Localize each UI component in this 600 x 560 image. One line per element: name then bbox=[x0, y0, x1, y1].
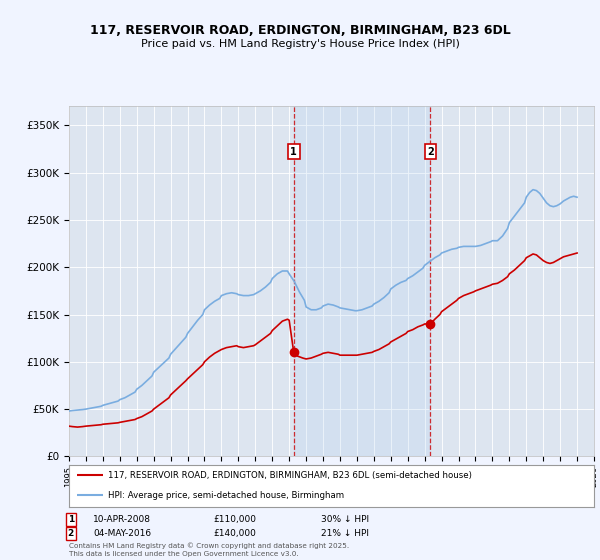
Text: 2: 2 bbox=[427, 147, 434, 157]
Text: Price paid vs. HM Land Registry's House Price Index (HPI): Price paid vs. HM Land Registry's House … bbox=[140, 39, 460, 49]
Text: HPI: Average price, semi-detached house, Birmingham: HPI: Average price, semi-detached house,… bbox=[109, 491, 344, 500]
Text: 2: 2 bbox=[68, 529, 74, 538]
Text: 04-MAY-2016: 04-MAY-2016 bbox=[93, 529, 151, 538]
Text: 117, RESERVOIR ROAD, ERDINGTON, BIRMINGHAM, B23 6DL (semi-detached house): 117, RESERVOIR ROAD, ERDINGTON, BIRMINGH… bbox=[109, 471, 472, 480]
Text: 10-APR-2008: 10-APR-2008 bbox=[93, 515, 151, 524]
Text: £140,000: £140,000 bbox=[213, 529, 256, 538]
Bar bbox=[294, 106, 430, 456]
Text: 1: 1 bbox=[68, 515, 74, 524]
Text: 117, RESERVOIR ROAD, ERDINGTON, BIRMINGHAM, B23 6DL: 117, RESERVOIR ROAD, ERDINGTON, BIRMINGH… bbox=[89, 24, 511, 38]
Text: 21% ↓ HPI: 21% ↓ HPI bbox=[321, 529, 369, 538]
Text: 30% ↓ HPI: 30% ↓ HPI bbox=[321, 515, 369, 524]
Text: 1: 1 bbox=[290, 147, 297, 157]
Text: £110,000: £110,000 bbox=[213, 515, 256, 524]
Text: Contains HM Land Registry data © Crown copyright and database right 2025.
This d: Contains HM Land Registry data © Crown c… bbox=[69, 543, 349, 557]
